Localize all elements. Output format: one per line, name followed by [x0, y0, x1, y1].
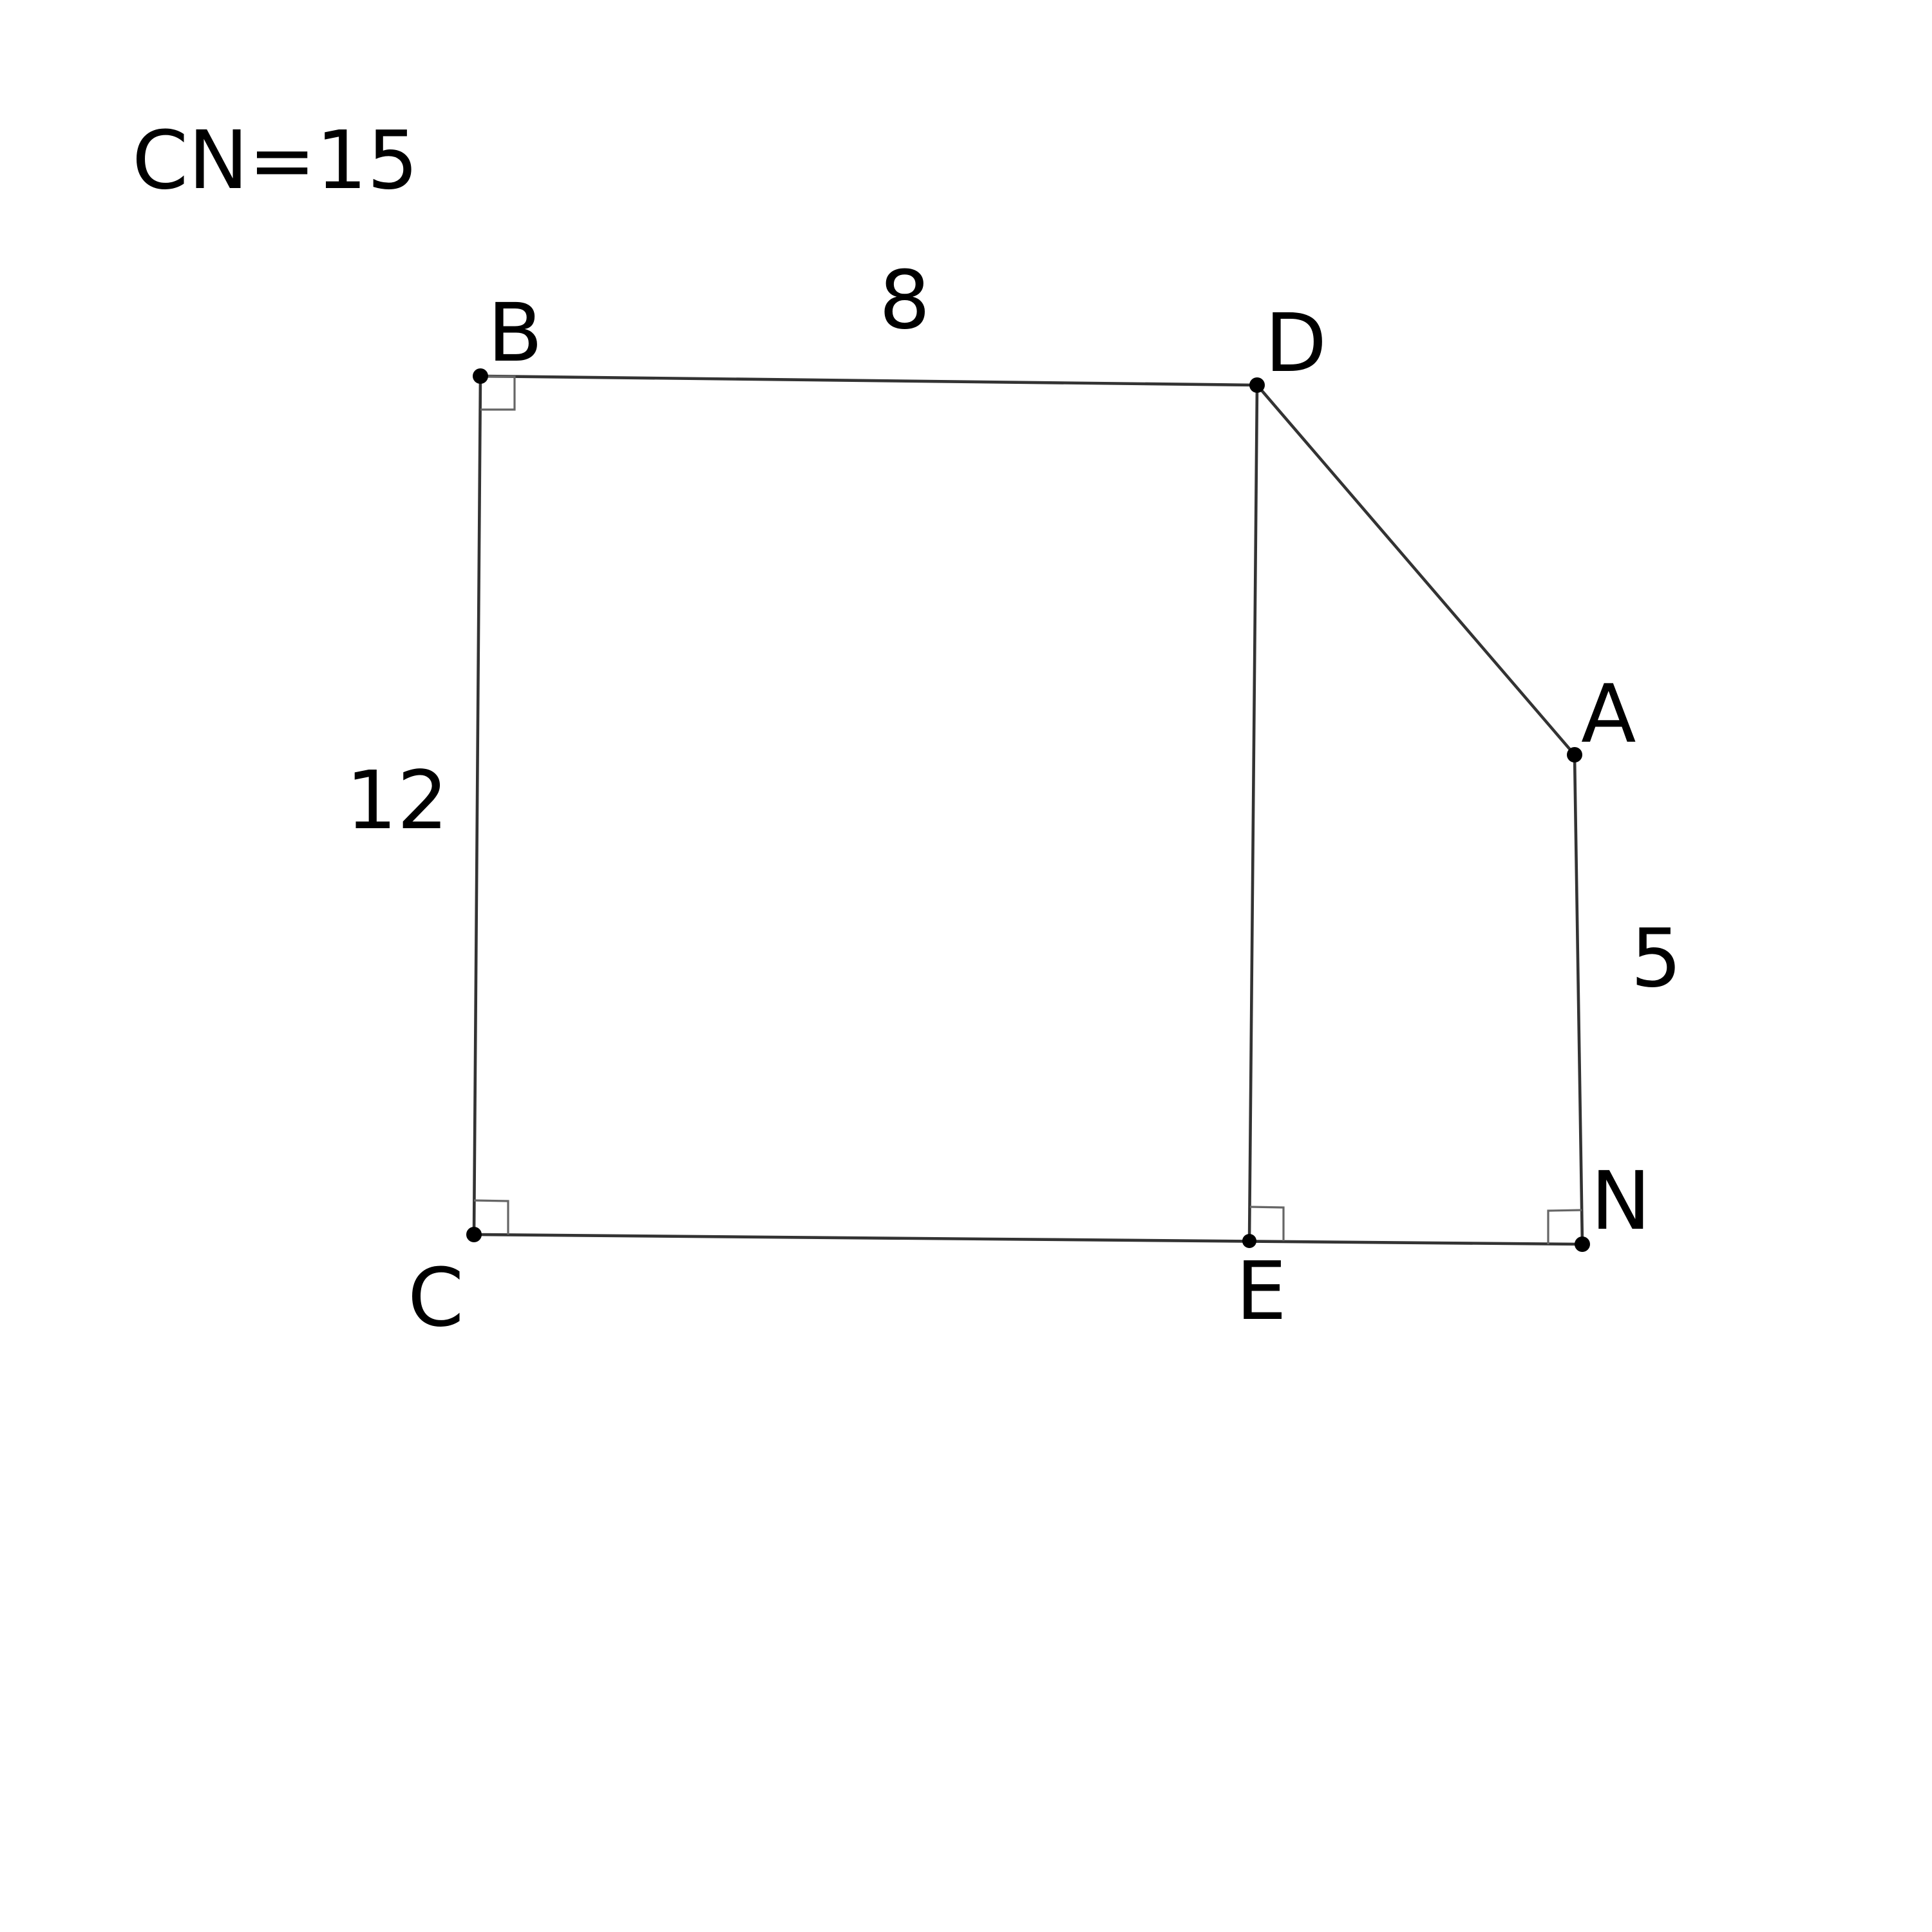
point-a [1567, 747, 1582, 762]
label-n: N [1591, 1155, 1651, 1248]
length-label-bd: 8 [879, 254, 931, 347]
right-angle-marker-e [1249, 1206, 1285, 1241]
length-label-bc: 12 [346, 754, 448, 848]
segment-bd [478, 374, 1259, 387]
right-angle-marker-c [473, 1199, 509, 1235]
segment-bc [472, 374, 482, 1236]
segment-cn [472, 1233, 1584, 1246]
right-angle-marker-n [1547, 1209, 1582, 1244]
right-angle-marker-b [480, 375, 516, 411]
caption-text: CN=15 [132, 114, 419, 207]
point-b [473, 368, 488, 384]
label-b: B [488, 287, 543, 380]
right-angle-markers [473, 375, 1582, 1244]
edges [472, 374, 1584, 1246]
points [466, 368, 1590, 1252]
label-d: D [1265, 297, 1327, 390]
length-label-an: 5 [1631, 912, 1682, 1005]
segment-an [1573, 753, 1584, 1246]
point-e [1242, 1234, 1256, 1248]
label-a: A [1581, 668, 1636, 761]
point-c [466, 1227, 482, 1242]
point-n [1575, 1236, 1590, 1252]
segment-length-labels: 8 12 5 [346, 254, 1682, 1005]
point-d [1249, 377, 1265, 393]
label-e: E [1236, 1245, 1287, 1338]
segment-da [1255, 383, 1577, 757]
label-c: C [408, 1251, 464, 1345]
segment-de [1247, 383, 1259, 1243]
vertex-labels: B D A N E C [408, 287, 1651, 1345]
